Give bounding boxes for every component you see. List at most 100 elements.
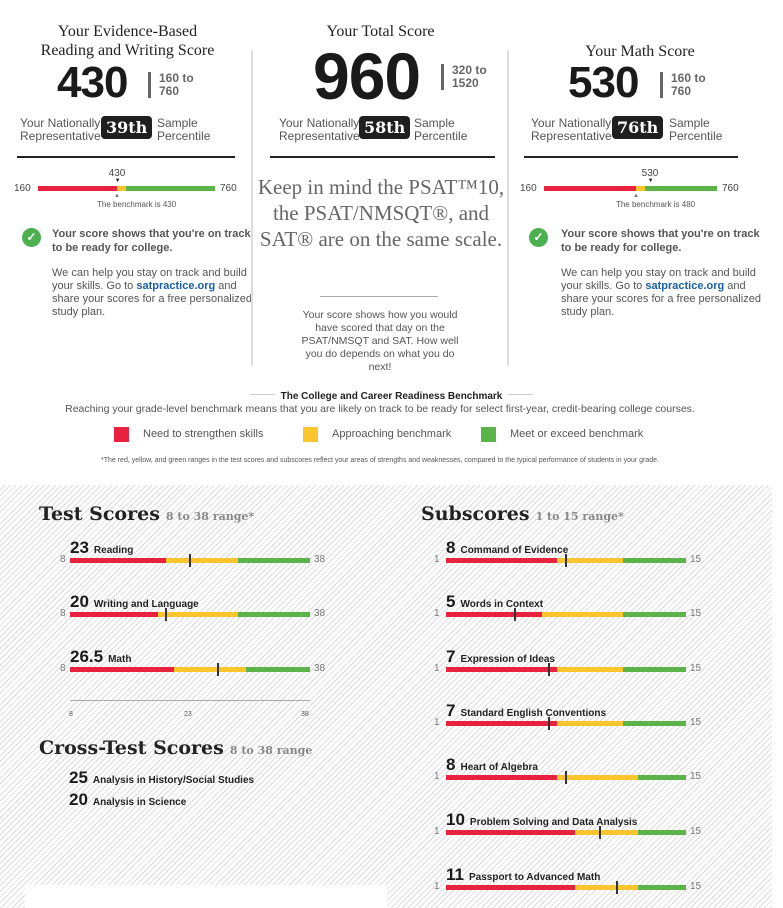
satpractice-link[interactable]: satpractice.org — [645, 280, 725, 292]
cross-test-item: 20 Analysis in Science — [69, 790, 186, 810]
benchmark-footnote: *The red, yellow, and green ranges in th… — [101, 457, 659, 464]
score-marker — [599, 826, 602, 839]
pct-right-1: Sample — [157, 116, 198, 130]
bar-green-segment — [622, 558, 686, 563]
erw-pct-left: Your Nationally Representative — [20, 117, 101, 143]
cross-test-score: 20 — [69, 790, 88, 809]
bar-yellow-segment — [557, 775, 638, 780]
score-value: 7 — [446, 647, 456, 666]
benchmark-description: Reaching your grade-level benchmark mean… — [65, 403, 695, 415]
score-label: Heart of Algebra — [460, 762, 538, 773]
bar-min-label: 160 — [14, 183, 31, 194]
help-pre: We can help you stay on track and build … — [52, 267, 247, 292]
legend: Need to strengthen skills Approaching ben… — [0, 427, 783, 445]
pct-left-1: Your Nationally — [279, 116, 360, 130]
legend-swatch — [303, 427, 318, 442]
pct-left-2: Representative — [531, 129, 612, 143]
benchmark-marker-icon: ▲ — [114, 193, 120, 199]
score-marker — [189, 554, 191, 567]
erw-track-message: Your score shows that you're on track to… — [52, 228, 251, 254]
blank-panel — [25, 885, 387, 908]
erw-title: Your Evidence-Based Reading and Writing S… — [0, 22, 255, 60]
pct-right-1: Sample — [669, 116, 710, 130]
satpractice-link[interactable]: satpractice.org — [136, 280, 216, 292]
scores-background — [0, 485, 772, 908]
score-row-heading: 10 Problem Solving and Data Analysis — [446, 810, 637, 830]
bar-max-label: 15 — [690, 717, 702, 728]
check-icon: ✓ — [22, 228, 41, 247]
bar-green-segment — [622, 612, 686, 617]
score-label: Math — [108, 654, 132, 665]
score-label: Expression of Ideas — [460, 654, 555, 665]
cross-test-title: Cross-Test Scores — [39, 737, 224, 759]
erw-range-1: 160 to — [159, 71, 194, 85]
cross-test-range: 8 to 38 range — [229, 744, 313, 757]
bar-max-label: 15 — [690, 771, 702, 782]
score-marker-label: 430 — [108, 168, 126, 179]
bar-red-segment — [70, 558, 166, 563]
score-marker — [165, 608, 167, 621]
bar-max-label: 15 — [690, 663, 702, 674]
erw-pct-right: Sample Percentile — [157, 117, 210, 143]
benchmark-marker-icon: ▲ — [632, 193, 639, 199]
score-value: 8 — [446, 755, 456, 774]
help-post: and share your scores for a free persona… — [561, 280, 761, 318]
column-divider — [507, 50, 509, 366]
score-row-heading: 11 Passport to Advanced Math — [446, 865, 600, 885]
bar-min-label: 1 — [434, 881, 440, 892]
bar-red-segment — [446, 667, 558, 672]
score-marker-icon: ▼ — [114, 178, 121, 184]
bar-min-label: 8 — [60, 608, 66, 619]
score-row-heading: 7 Standard English Conventions — [446, 701, 606, 721]
total-title: Your Total Score — [326, 23, 435, 40]
total-percentile-badge: 58th — [359, 116, 411, 139]
divider — [320, 296, 438, 297]
bar-max-label: 15 — [690, 554, 702, 565]
score-value: 10 — [446, 810, 465, 829]
pct-right-2: Percentile — [157, 129, 211, 143]
score-marker — [547, 663, 550, 676]
score-label: Passport to Advanced Math — [468, 872, 601, 883]
score-value: 11 — [446, 865, 464, 884]
legend-label: Approaching benchmark — [332, 428, 452, 440]
bar-green-segment — [238, 612, 310, 617]
score-value: 7 — [446, 701, 456, 720]
math-help-text: We can help you stay on track and build … — [561, 267, 761, 319]
math-pct-right: Sample Percentile — [669, 117, 722, 143]
bar-yellow-segment — [158, 612, 238, 617]
bar-yellow-segment — [557, 721, 623, 726]
bar-green-segment — [622, 721, 686, 726]
bar-max-label: 15 — [690, 826, 702, 837]
bar-green-segment — [622, 667, 686, 672]
bar-min-label: 8 — [60, 663, 66, 674]
score-marker — [513, 608, 516, 621]
bar-yellow-segment — [574, 885, 638, 890]
total-note: Your score shows how you would have scor… — [301, 309, 459, 373]
score-label: Reading — [93, 545, 134, 556]
bar-yellow-segment — [574, 830, 638, 835]
bar-red-segment — [544, 186, 636, 191]
divider — [270, 156, 495, 158]
bar-green-segment — [238, 558, 310, 563]
axis-tick-label: 8 — [69, 711, 73, 718]
bar-yellow-segment — [174, 667, 246, 672]
pct-left-2: Representative — [279, 129, 360, 143]
subscores-range: 1 to 15 range* — [535, 510, 624, 523]
score-marker — [565, 554, 567, 567]
divider — [524, 156, 738, 158]
pct-right-1: Sample — [414, 116, 455, 130]
math-range: 160 to 760 — [660, 72, 706, 98]
bar-red-segment — [38, 186, 118, 191]
bar-green-segment — [638, 775, 686, 780]
test-scores-heading: Test Scores 8 to 38 range* — [39, 503, 254, 525]
erw-title-line1: Your Evidence-Based — [57, 23, 198, 40]
erw-title-line2: Reading and Writing Score — [40, 42, 215, 59]
bar-max-label: 760 — [722, 183, 739, 194]
score-value: 5 — [446, 592, 456, 611]
score-marker — [547, 717, 550, 730]
score-label: Standard English Conventions — [460, 708, 607, 719]
test-scores-range: 8 to 38 range* — [165, 510, 255, 523]
total-range-2: 1520 — [452, 76, 479, 90]
benchmark-label: The benchmark is 480 — [615, 200, 696, 209]
score-marker-icon: ▼ — [647, 178, 654, 184]
